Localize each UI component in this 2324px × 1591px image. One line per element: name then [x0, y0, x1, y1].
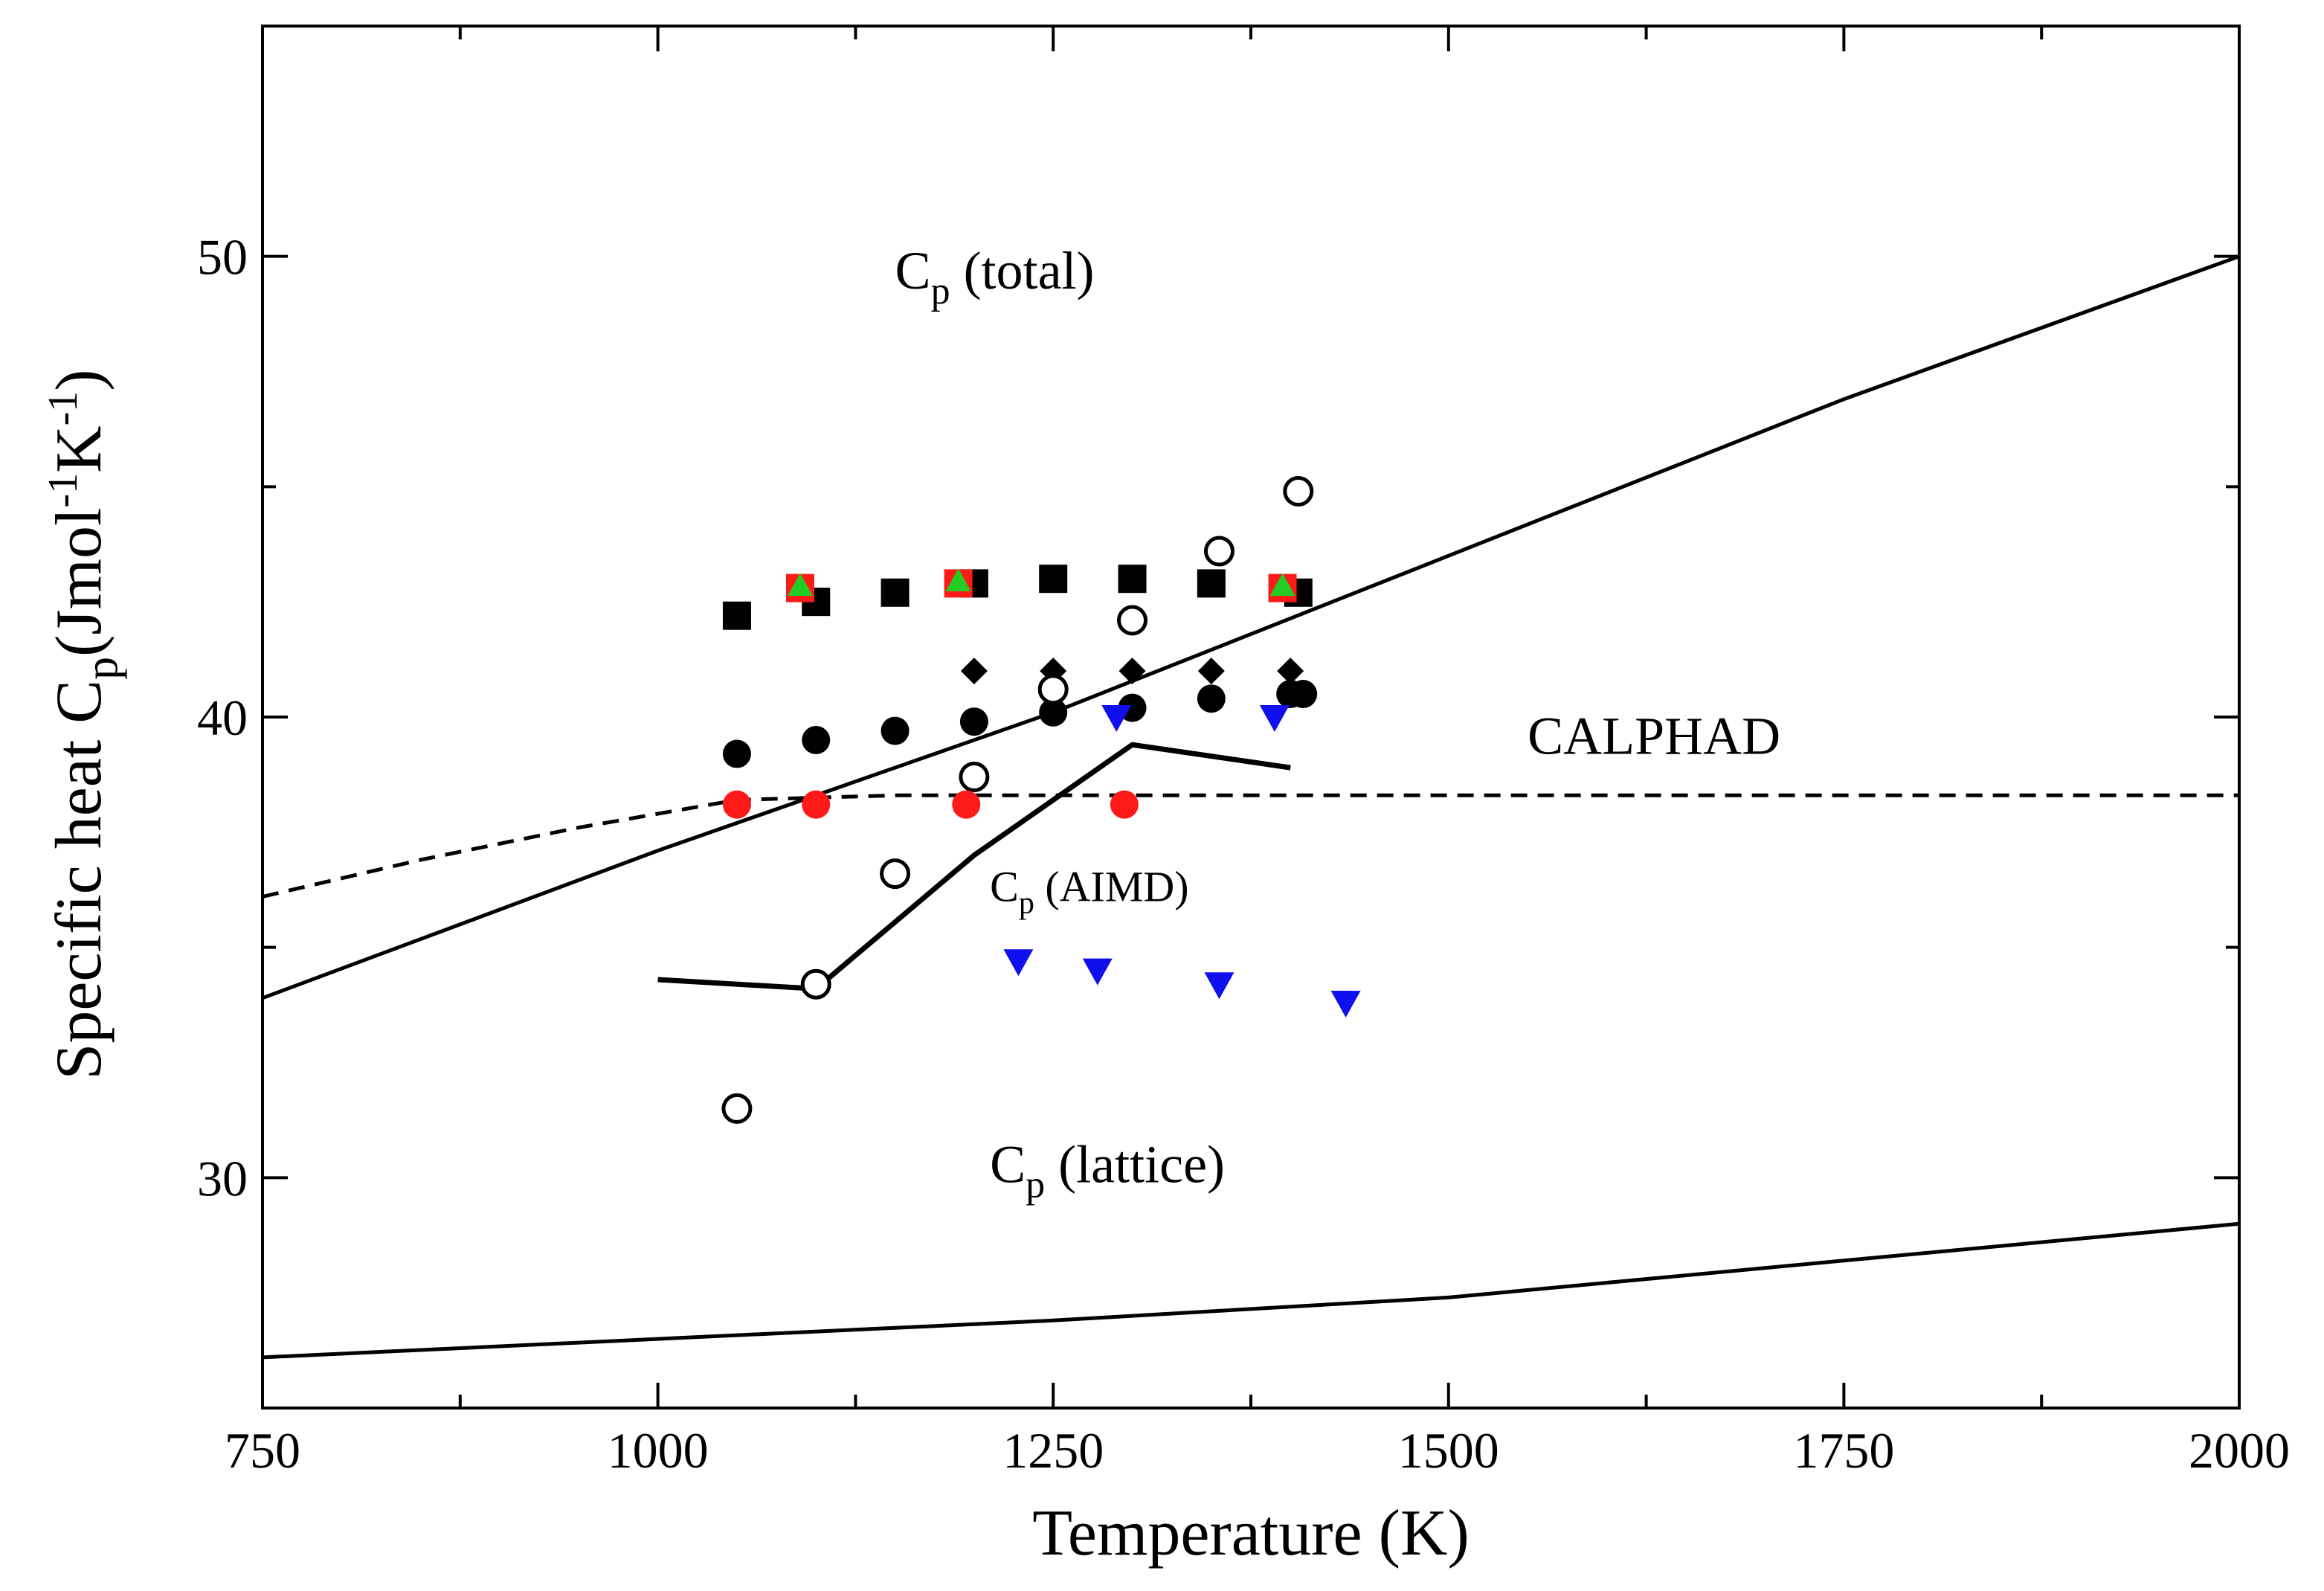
tick-group: 750 1000 1250 1500 1750 2000 30 40 50: [197, 25, 2290, 1479]
marker-red-circles: [952, 790, 981, 819]
annotation-sub: p: [1019, 887, 1034, 921]
marker-black-diamonds: [1277, 658, 1304, 685]
marker-black-filled-circles: [1039, 698, 1068, 727]
annotation-base: C: [990, 1135, 1026, 1195]
y-tick-label: 50: [197, 229, 248, 286]
x-tick-label: 2000: [2189, 1422, 2290, 1479]
marker-open-circles: [1037, 674, 1069, 705]
marker-black-filled-circles: [802, 725, 831, 754]
marker-black-diamonds: [960, 658, 988, 685]
annotation-cp-total: Cp (total): [895, 241, 1095, 312]
y-axis-title-main: Specific heat C: [43, 680, 115, 1080]
annotation-sub: p: [1026, 1164, 1045, 1206]
marker-blue-triangles-lower: [1330, 990, 1361, 1018]
x-tick-label: 1250: [1002, 1422, 1104, 1479]
x-tick-label: 1750: [1793, 1422, 1894, 1479]
marker-series-group: [721, 476, 1361, 1124]
y-axis-title-exp2: -1: [40, 391, 86, 426]
y-axis-title-sub: p: [77, 657, 127, 680]
y-axis-title-k: K: [43, 425, 115, 473]
line-cp-total: [262, 254, 2240, 1000]
line-calphad: [262, 793, 2239, 899]
marker-open-circles: [721, 1093, 753, 1124]
marker-black-squares: [1039, 565, 1068, 594]
annotation-cp-lattice: Cp (lattice): [990, 1135, 1225, 1206]
marker-black-filled-circles: [722, 739, 751, 768]
annotation-base: CALPHAD: [1528, 707, 1780, 766]
marker-black-diamonds: [1197, 658, 1225, 685]
annotation-base: C: [895, 241, 931, 300]
marker-black-squares: [881, 578, 910, 607]
marker-open-circles: [1203, 536, 1235, 567]
y-axis-title-units: (Jmol: [43, 508, 115, 657]
marker-blue-triangles-upper: [1101, 705, 1132, 732]
annotation-rest: (AIMD): [1034, 863, 1189, 911]
marker-open-circles: [800, 968, 831, 1000]
annotation-cp-aimd: Cp (AIMD): [990, 863, 1188, 921]
x-tick-label: 1500: [1398, 1422, 1499, 1479]
marker-black-squares: [1197, 569, 1226, 598]
marker-green-triangles: [945, 568, 971, 591]
plot-frame: [261, 25, 2241, 1410]
marker-blue-triangles-lower: [1204, 972, 1235, 1000]
marker-open-circles: [1117, 605, 1148, 636]
annotation-rest: (total): [950, 241, 1095, 300]
marker-blue-triangles-lower: [1003, 949, 1034, 977]
marker-green-triangles: [787, 573, 813, 597]
y-axis-title: Specific heat Cp(Jmol-1K-1): [40, 369, 127, 1079]
marker-black-filled-circles: [1197, 684, 1226, 713]
x-tick-label: 750: [225, 1422, 300, 1479]
annotation-sub: p: [931, 270, 950, 312]
annotation-rest: (lattice): [1045, 1135, 1225, 1195]
annotation-calphad: CALPHAD: [1528, 707, 1780, 766]
line-series-group: [262, 254, 2240, 1360]
marker-red-circles: [722, 790, 751, 819]
annotation-base: C: [990, 863, 1019, 911]
y-axis-title-close: ): [43, 369, 115, 390]
marker-red-circles: [1110, 790, 1139, 819]
marker-blue-triangles-lower: [1082, 958, 1113, 986]
marker-black-filled-circles: [1289, 680, 1318, 709]
marker-red-circles: [802, 790, 831, 819]
y-tick-label: 40: [197, 690, 248, 746]
marker-blue-triangles-upper: [1259, 705, 1290, 732]
line-cp-aimd: [657, 742, 1291, 991]
y-axis-title-exp1: -1: [40, 473, 86, 508]
marker-green-triangles: [1269, 573, 1295, 597]
line-cp-lattice: [262, 1221, 2240, 1360]
marker-open-circles: [880, 858, 911, 890]
marker-black-squares: [722, 601, 751, 630]
x-tick-label: 1000: [608, 1422, 709, 1479]
marker-black-squares: [1118, 565, 1147, 594]
marker-black-diamonds: [1118, 658, 1146, 685]
marker-black-filled-circles: [881, 716, 910, 745]
marker-black-filled-circles: [959, 707, 988, 736]
x-axis-title: Temperature (K): [1032, 1497, 1470, 1569]
marker-open-circles: [959, 762, 990, 793]
y-tick-label: 30: [197, 1150, 248, 1206]
marker-open-circles: [1283, 476, 1314, 507]
